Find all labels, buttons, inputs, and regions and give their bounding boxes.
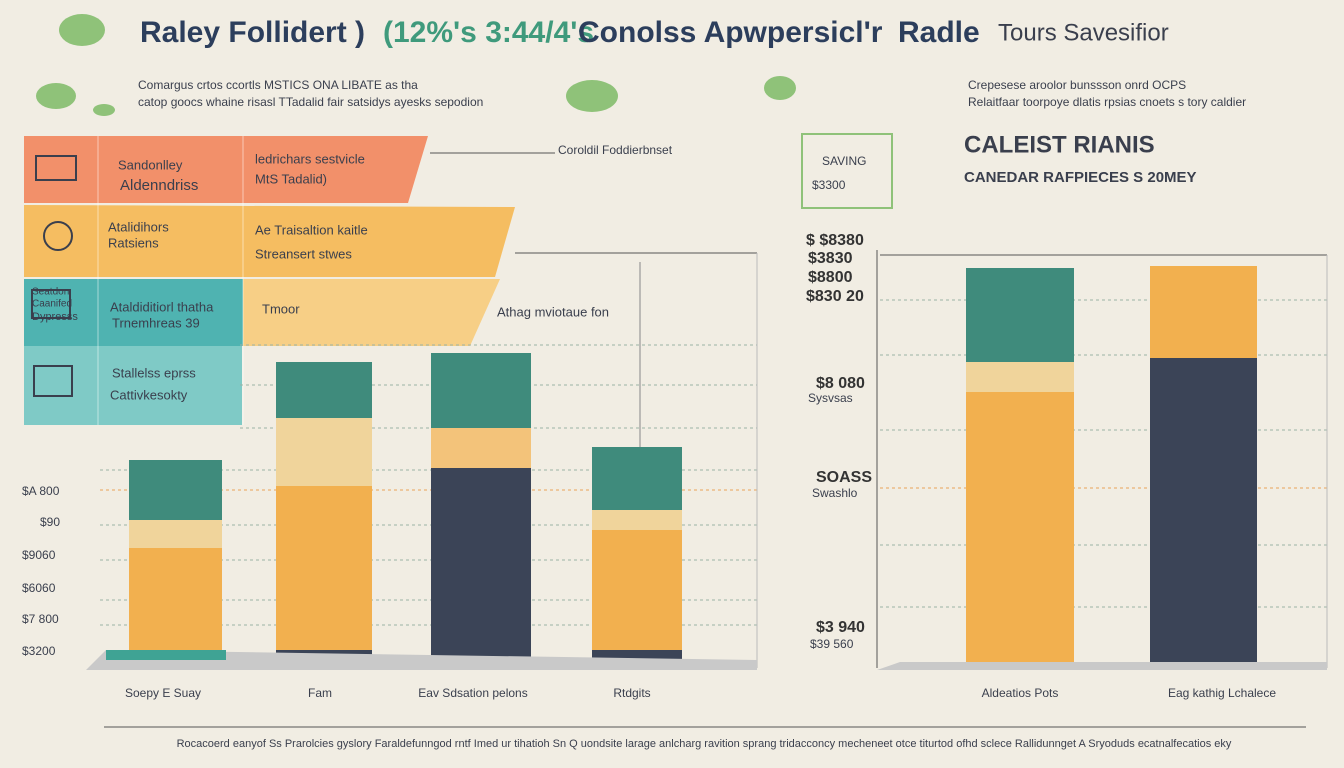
y-label: Sysvsas: [808, 391, 853, 405]
legend-name: Atalidihors: [108, 219, 169, 234]
badge-text: SAVING: [822, 154, 866, 168]
legend-name: Cattivkesokty: [110, 387, 188, 402]
bars: [86, 353, 757, 670]
legend-name: Sandonlley: [118, 157, 183, 172]
subtitle: Crepesese aroolor bunssson onrd OCPS: [968, 78, 1186, 92]
y-label: $6060: [22, 581, 56, 595]
category-label: Soepy E Suay: [125, 686, 201, 700]
legend-name: Caanifed: [32, 299, 72, 310]
footer: Rocacoerd eanyof Ss Prarolcies gyslory F…: [177, 738, 1232, 750]
category-label: Rtdgits: [613, 686, 650, 700]
badge-text: $3300: [812, 178, 846, 192]
subtitle: Relaitfaar toorpoye dlatis rpsias cnoets…: [968, 95, 1246, 109]
title-part: Tours Savesifior: [998, 19, 1169, 46]
y-label: $830 20: [806, 288, 864, 305]
legend-name: Seatdon: [32, 287, 69, 298]
y-label: $3 940: [816, 619, 865, 636]
subtitle: catop goocs whaine risasl TTadalid fair …: [138, 95, 483, 109]
annotation: Coroldil Foddierbnset: [558, 143, 673, 157]
category-label: Eav Sdsation pelons: [418, 686, 527, 700]
legend-note: Tmoor: [262, 301, 300, 316]
legend-text: Ataldiditiorl thatha: [110, 299, 214, 314]
legend-band: [24, 205, 515, 277]
title-part: Raley Follidert ): [140, 16, 365, 49]
legend-text: MtS Tadalid): [255, 171, 327, 186]
heading: CALEIST RIANIS: [964, 131, 1155, 158]
y-label: $90: [40, 515, 60, 529]
legend-name: Stallelss eprss: [112, 365, 196, 380]
legend-name: Dypresss: [32, 311, 78, 323]
y-label: $9060: [22, 548, 56, 562]
y-label: Swashlo: [812, 486, 858, 500]
title-part: Conolss Apwpersicl'r: [578, 16, 883, 49]
legend-name: Ratsiens: [108, 235, 159, 250]
y-label: $ $8380: [806, 232, 864, 249]
y-label: $39 560: [810, 637, 854, 651]
legend-name: Aldenndriss: [120, 177, 198, 194]
legend-text: Streansert stwes: [255, 246, 352, 261]
y-label: $8 080: [816, 375, 865, 392]
legend-text: ledrichars sestvicle: [255, 151, 365, 166]
callout: Athag mviotaue fon: [497, 304, 609, 319]
legend-text: Ae Traisaltion kaitle: [255, 222, 368, 237]
subtitle: Comargus crtos ccortls MSTICS ONA LIBATE…: [138, 78, 418, 92]
badge: [801, 133, 893, 209]
leaf-icons: [36, 14, 796, 116]
y-label: $3830: [808, 250, 853, 267]
category-label: Eag kathig Lchalece: [1168, 686, 1276, 700]
y-label: $A 800: [22, 484, 60, 498]
grid: [876, 250, 1328, 668]
bars: [877, 266, 1327, 670]
legend-icons: [31, 155, 77, 397]
category-label: Aldeatios Pots: [982, 686, 1059, 700]
y-label: $7 800: [22, 612, 59, 626]
y-label: SOASS: [816, 469, 872, 486]
subheading: CANEDAR RAFPIECES S 20MEY: [964, 169, 1197, 186]
legend-band: [24, 136, 428, 203]
title-part: Radle: [898, 16, 980, 49]
legend-band: [243, 279, 500, 346]
legend-text: Trnemhreas 39: [112, 315, 200, 330]
legend-band: [24, 346, 242, 425]
y-label: $8800: [808, 269, 853, 286]
y-label: $3200: [22, 644, 56, 658]
category-label: Fam: [308, 686, 332, 700]
title-part: (12%'s 3:44/4's: [383, 16, 594, 49]
